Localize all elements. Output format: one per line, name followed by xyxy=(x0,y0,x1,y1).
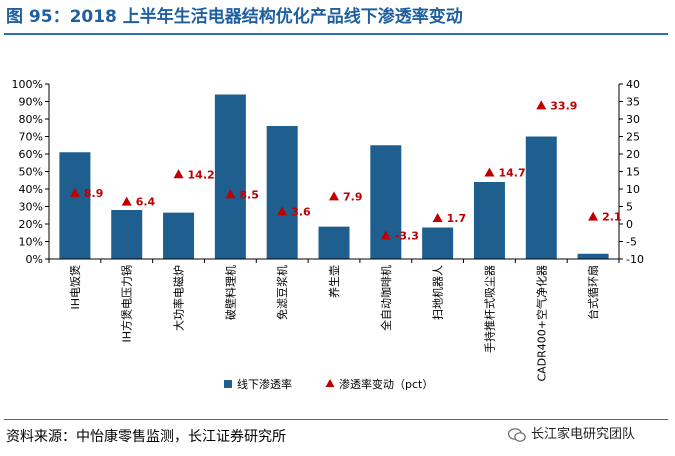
data-label: 33.9 xyxy=(550,99,577,112)
bar-8 xyxy=(422,227,454,259)
category-label: CADR400+空气净化器 xyxy=(534,265,548,382)
category-label: 手持推杆式吸尘器 xyxy=(482,265,496,353)
bar-4 xyxy=(214,94,246,259)
legend-label-marker: 渗透率变动（pct） xyxy=(339,377,433,391)
marker-6 xyxy=(329,191,339,201)
data-label: 14.7 xyxy=(498,167,525,180)
chart: IH电饭煲 IH方煲电压力锅 大功率电磁炉 破壁料理机 免滤豆浆机 养生壶 全自动咖啡机 扫地… xyxy=(12,78,644,391)
left-tick-label: 10% xyxy=(19,236,43,249)
bottom-rule xyxy=(4,419,668,420)
marker-2 xyxy=(121,196,132,206)
bar-7 xyxy=(370,145,402,259)
marker-7 xyxy=(380,230,391,240)
data-label: 7.9 xyxy=(343,190,363,203)
bar-2 xyxy=(111,210,143,259)
right-tick-label: 10 xyxy=(626,183,640,196)
left-tick-label: 30% xyxy=(19,201,43,214)
source-note: 资料来源：中怡康零售监测，长江证券研究所 xyxy=(6,429,286,445)
category-label: 破壁料理机 xyxy=(223,265,237,320)
right-tick-label: 15 xyxy=(626,166,640,179)
bar-11 xyxy=(577,253,609,259)
bar-9 xyxy=(473,182,505,259)
right-tick-label: 0 xyxy=(626,218,633,231)
data-label: 14.2 xyxy=(188,168,215,181)
title-rule xyxy=(4,33,668,35)
marker-11 xyxy=(588,211,599,221)
category-label: 扫地机器人 xyxy=(431,265,445,320)
right-tick-label: -10 xyxy=(626,253,644,266)
data-label: 6.4 xyxy=(136,196,156,209)
left-tick-label: 60% xyxy=(19,148,43,161)
left-tick-label: 20% xyxy=(19,218,43,231)
right-tick-label: 20 xyxy=(626,148,640,161)
bar-1 xyxy=(59,152,91,259)
marker-9 xyxy=(484,167,495,177)
legend-label-bar: 线下渗透率 xyxy=(237,377,292,391)
right-tick-label: 30 xyxy=(626,113,640,126)
marker-series: 8.9 6.4 14.2 8.5 3.6 7.9 -3.3 1.7 14.7 33.9 2.1 xyxy=(69,99,622,243)
category-label: 台式循环扇 xyxy=(586,265,600,320)
watermark-text: 长江家电研究团队 xyxy=(531,427,636,442)
axes: IH电饭煲 IH方煲电压力锅 大功率电磁炉 破壁料理机 免滤豆浆机 养生壶 全自动咖啡机 扫地… xyxy=(12,78,644,382)
right-tick-label: 25 xyxy=(626,131,640,144)
bar-5 xyxy=(266,126,298,259)
data-label: 3.6 xyxy=(291,205,311,218)
bar-series xyxy=(59,94,609,259)
data-label: 2.1 xyxy=(602,211,622,224)
bar-3 xyxy=(163,212,195,259)
left-tick-label: 50% xyxy=(19,166,43,179)
bar-10 xyxy=(525,136,557,259)
right-tick-label: 5 xyxy=(626,201,633,214)
bar-6 xyxy=(318,226,350,259)
category-label: 大功率电磁炉 xyxy=(172,265,186,331)
legend-swatch-marker xyxy=(325,379,335,387)
watermark: 长江家电研究团队 xyxy=(508,424,635,446)
page-title: 图 95：2018 上半年生活电器结构优化产品线下渗透率变动 xyxy=(6,7,463,27)
data-label: 8.5 xyxy=(239,188,259,201)
right-tick-label: 35 xyxy=(626,96,640,109)
left-tick-label: 80% xyxy=(19,113,43,126)
wechat-icon xyxy=(508,428,526,442)
category-label: 全自动咖啡机 xyxy=(379,265,393,331)
marker-5 xyxy=(277,206,288,216)
category-label: IH方煲电压力锅 xyxy=(120,265,134,343)
data-label: 1.7 xyxy=(447,212,467,225)
data-label: 8.9 xyxy=(84,187,104,200)
category-label: 免滤豆浆机 xyxy=(275,265,289,320)
legend-swatch-bar xyxy=(224,380,232,388)
right-tick-label: -5 xyxy=(626,236,637,249)
category-label: 养生壶 xyxy=(327,265,341,298)
marker-1 xyxy=(69,187,80,197)
marker-3 xyxy=(173,169,184,179)
category-label: IH电饭煲 xyxy=(69,265,82,310)
right-tick-label: 40 xyxy=(626,78,640,91)
left-tick-label: 40% xyxy=(19,183,43,196)
left-tick-label: 100% xyxy=(12,78,43,91)
legend: 线下渗透率 渗透率变动（pct） xyxy=(224,377,433,391)
data-label: -3.3 xyxy=(395,230,419,243)
left-tick-label: 0% xyxy=(26,253,43,266)
marker-10 xyxy=(536,100,547,110)
marker-4 xyxy=(225,189,236,199)
marker-8 xyxy=(432,213,443,223)
left-tick-label: 70% xyxy=(19,131,43,144)
left-tick-label: 90% xyxy=(19,96,43,109)
